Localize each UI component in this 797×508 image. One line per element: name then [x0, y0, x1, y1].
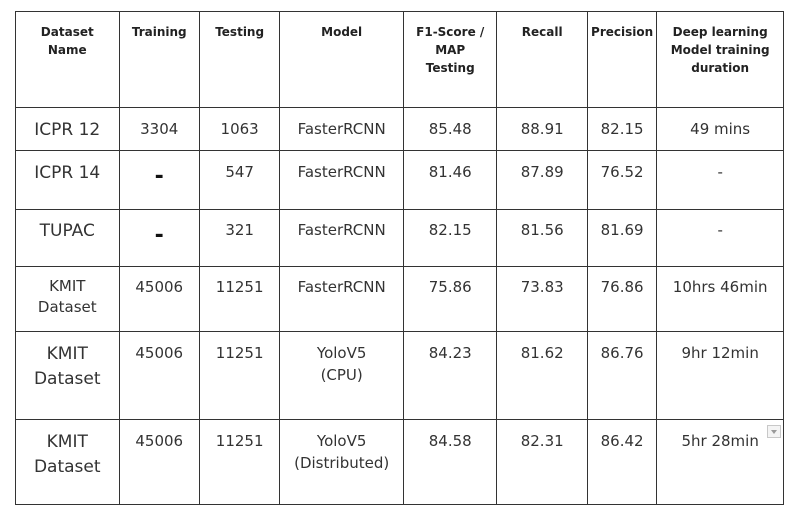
- header-model: Model: [279, 11, 404, 108]
- model-cell: FasterRCNN: [279, 150, 404, 210]
- dataset-cell: KMIT Dataset: [15, 331, 120, 420]
- table-row: KMIT Dataset 45006 11251 FasterRCNN 75.8…: [15, 266, 784, 332]
- duration-cell: 10hrs 46min: [656, 266, 784, 332]
- duration-cell: -: [656, 209, 784, 267]
- training-cell: 45006: [118, 266, 200, 332]
- table-row: KMIT Dataset 45006 11251 YoloV5 (CPU) 84…: [15, 331, 784, 420]
- precision-cell: 81.69: [586, 209, 658, 267]
- testing-cell: 11251: [198, 266, 281, 332]
- precision-cell: 86.42: [586, 419, 658, 505]
- dataset-cell: KMIT Dataset: [15, 266, 120, 332]
- duration-cell: -: [656, 150, 784, 210]
- training-cell: 45006: [118, 331, 200, 420]
- testing-cell: 547: [198, 150, 281, 210]
- duration-cell-wrapper: 5hr 28min: [656, 419, 784, 505]
- header-row: Dataset Name Training Testing Model F1-S…: [15, 11, 784, 108]
- table-row: TUPAC - 321 FasterRCNN 82.15 81.56 81.69…: [15, 209, 784, 267]
- table-row: KMIT Dataset 45006 11251 YoloV5 (Distrib…: [15, 419, 784, 505]
- recall-cell: 82.31: [496, 419, 588, 505]
- precision-cell: 86.76: [586, 331, 658, 420]
- model-cell: YoloV5 (CPU): [279, 331, 404, 420]
- training-cell: -: [118, 209, 200, 267]
- chevron-down-icon[interactable]: [767, 425, 781, 438]
- f1-cell: 75.86: [402, 266, 498, 332]
- header-f1-map: F1-Score / MAP Testing: [402, 11, 498, 108]
- f1-cell: 82.15: [402, 209, 498, 267]
- precision-cell: 82.15: [586, 107, 658, 151]
- model-cell: FasterRCNN: [279, 209, 404, 267]
- recall-cell: 73.83: [496, 266, 588, 332]
- model-cell: YoloV5 (Distributed): [279, 419, 404, 505]
- duration-cell: 9hr 12min: [656, 331, 784, 420]
- f1-cell: 81.46: [402, 150, 498, 210]
- recall-cell: 88.91: [496, 107, 588, 151]
- training-cell: 45006: [118, 419, 200, 505]
- testing-cell: 11251: [198, 419, 281, 505]
- results-table: Dataset Name Training Testing Model F1-S…: [15, 11, 784, 505]
- dataset-cell: ICPR 14: [15, 150, 120, 210]
- duration-cell: 49 mins: [656, 107, 784, 151]
- table-row: ICPR 12 3304 1063 FasterRCNN 85.48 88.91…: [15, 107, 784, 151]
- header-dataset-name: Dataset Name: [15, 11, 120, 108]
- training-cell: -: [118, 150, 200, 210]
- table-row: ICPR 14 - 547 FasterRCNN 81.46 87.89 76.…: [15, 150, 784, 210]
- header-training: Training: [118, 11, 200, 108]
- dataset-cell: ICPR 12: [15, 107, 120, 151]
- model-cell: FasterRCNN: [279, 107, 404, 151]
- recall-cell: 81.62: [496, 331, 588, 420]
- header-duration: Deep learning Model training duration: [656, 11, 784, 108]
- precision-cell: 76.52: [586, 150, 658, 210]
- testing-cell: 1063: [198, 107, 281, 151]
- model-cell: FasterRCNN: [279, 266, 404, 332]
- header-recall: Recall: [496, 11, 588, 108]
- training-cell: 3304: [118, 107, 200, 151]
- f1-cell: 84.23: [402, 331, 498, 420]
- duration-cell: 5hr 28min: [681, 432, 759, 450]
- testing-cell: 321: [198, 209, 281, 267]
- testing-cell: 11251: [198, 331, 281, 420]
- recall-cell: 87.89: [496, 150, 588, 210]
- precision-cell: 76.86: [586, 266, 658, 332]
- f1-cell: 84.58: [402, 419, 498, 505]
- dataset-cell: KMIT Dataset: [15, 419, 120, 505]
- header-testing: Testing: [198, 11, 281, 108]
- f1-cell: 85.48: [402, 107, 498, 151]
- header-precision: Precision: [586, 11, 658, 108]
- dataset-cell: TUPAC: [15, 209, 120, 267]
- recall-cell: 81.56: [496, 209, 588, 267]
